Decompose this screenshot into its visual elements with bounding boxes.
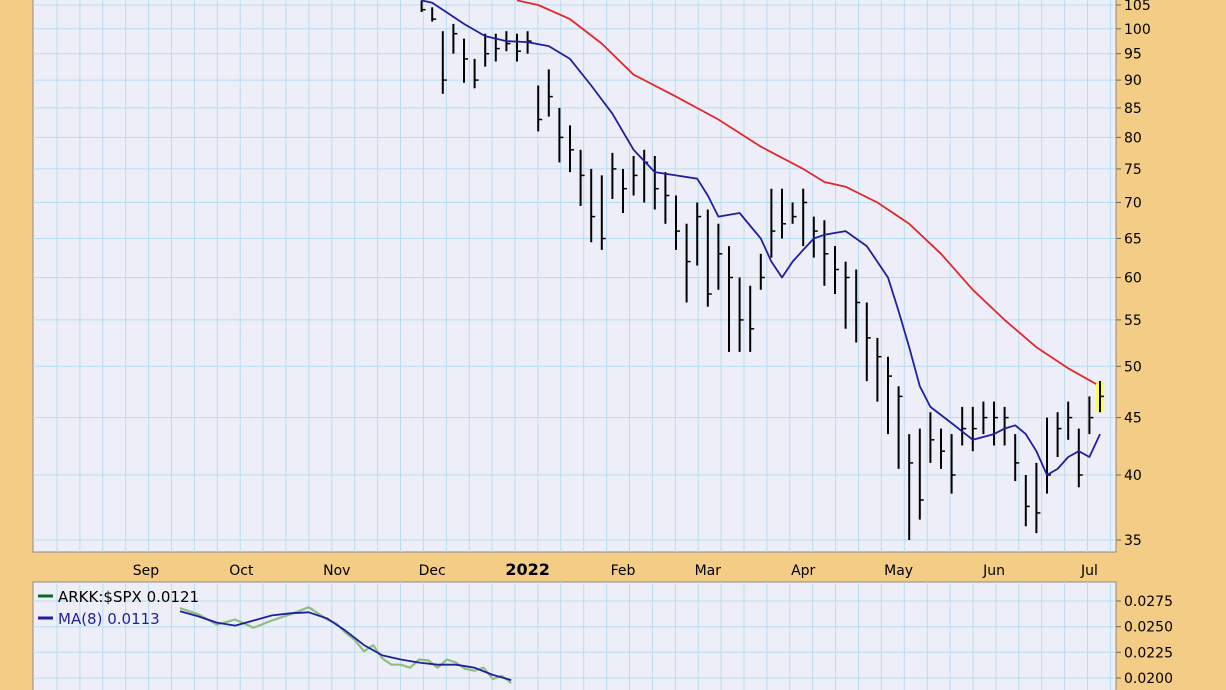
y-tick-label: 35 [1124,533,1142,549]
ratio-grid [33,582,1116,690]
x-tick-label: Jun [982,563,1005,579]
y-tick-label: 0.0275 [1124,594,1173,610]
price-series-layer [420,0,1104,540]
y-tick-label: 60 [1124,271,1142,287]
x-tick-label: Apr [791,563,815,579]
ma-long-line [516,0,1101,387]
ratio-legend: ARKK:$SPX 0.0121 MA(8) 0.0113 [38,588,199,628]
y-tick-label: 45 [1124,411,1142,427]
y-tick-label: 0.0250 [1124,620,1173,636]
y-tick-label: 95 [1124,47,1142,63]
price-grid [33,0,1116,552]
ratio-y-axis-labels: 0.0200 0.0225 0.0250 0.0275 [1116,594,1173,687]
y-tick-label: 70 [1124,196,1142,212]
y-tick-label: 80 [1124,130,1142,146]
legend-label: ARKK:$SPX 0.0121 [58,588,199,606]
y-tick-label: 55 [1124,313,1142,329]
y-tick-label: 85 [1124,101,1142,117]
price-y-axis-labels: 35 40 45 50 55 60 65 70 75 80 85 90 95 100 105 [1116,0,1151,549]
ratio-plot-area [32,581,1117,690]
y-tick-label: 40 [1124,468,1142,484]
y-tick-label: 65 [1124,232,1142,248]
ratio-series-line [179,610,512,681]
price-plot-area [32,0,1117,553]
y-tick-label: 105 [1124,0,1151,14]
x-tick-label: Oct [229,563,254,579]
x-tick-label: 2022 [505,560,550,579]
x-tick-label: Nov [323,563,350,579]
ratio-panel: 0.0200 0.0225 0.0250 0.0275 ARKK:$SPX 0.012… [32,581,1173,690]
y-tick-label: 100 [1124,22,1151,38]
legend-label: MA(8) 0.0113 [58,610,160,628]
x-tick-label: Feb [611,563,636,579]
x-tick-label: May [884,563,913,579]
ratio-series-layer [179,606,512,684]
price-x-axis-labels: Sep Oct Nov Dec 2022 Feb Mar Apr May Jun Jul [133,560,1098,579]
ma-short-line [421,0,1101,476]
y-tick-label: 90 [1124,73,1142,89]
x-tick-label: Dec [419,563,446,579]
x-tick-label: Sep [133,563,160,579]
y-tick-label: 0.0200 [1124,671,1173,687]
y-tick-label: 0.0225 [1124,645,1173,661]
x-tick-label: Mar [695,563,722,579]
y-tick-label: 75 [1124,162,1142,178]
y-tick-label: 50 [1124,359,1142,375]
x-tick-label: Jul [1080,563,1098,579]
price-panel: Sep Oct Nov Dec 2022 Feb Mar Apr May Jun Jul 35 40 4… [32,0,1151,579]
